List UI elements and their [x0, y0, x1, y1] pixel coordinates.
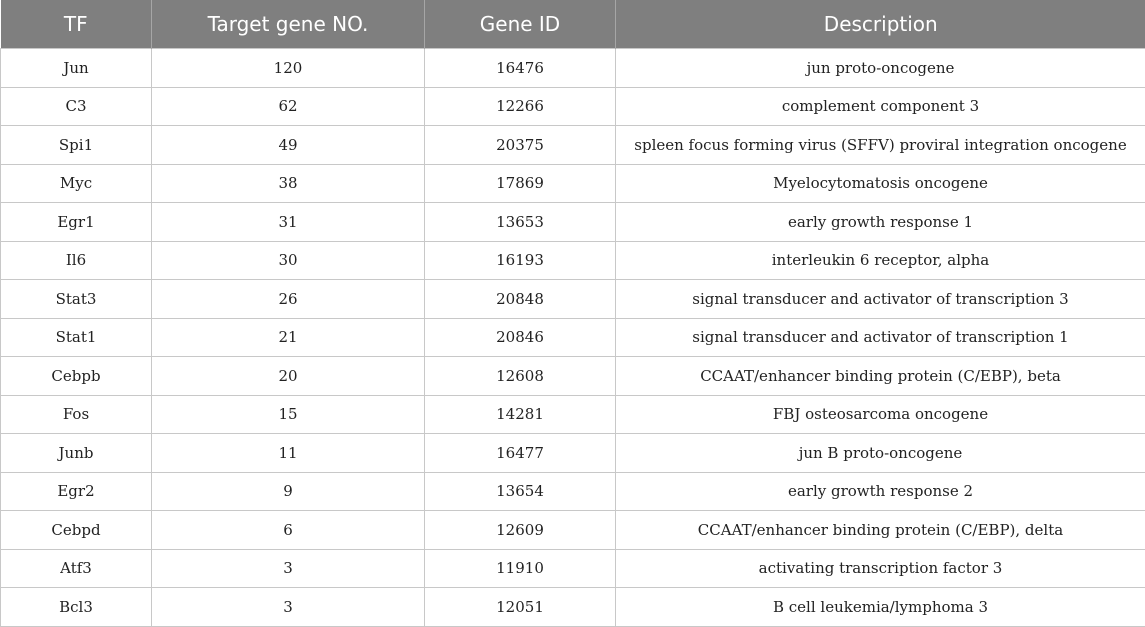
cell-description: early growth response 1	[616, 203, 1145, 242]
cell-target-gene-no: 62	[152, 87, 425, 126]
cell-target-gene-no: 20	[152, 357, 425, 396]
cell-gene-id: 12051	[425, 588, 616, 627]
cell-tf: Egr1	[1, 203, 152, 242]
cell-description: CCAAT/enhancer binding protein (C/EBP), …	[616, 511, 1145, 550]
cell-tf: Jun	[1, 49, 152, 88]
cell-gene-id: 13653	[425, 203, 616, 242]
cell-tf: Fos	[1, 395, 152, 434]
cell-description: Myelocytomatosis oncogene	[616, 164, 1145, 203]
cell-gene-id: 12266	[425, 87, 616, 126]
cell-tf: Stat3	[1, 280, 152, 319]
cell-target-gene-no: 11	[152, 434, 425, 473]
cell-description: FBJ osteosarcoma oncogene	[616, 395, 1145, 434]
cell-gene-id: 13654	[425, 472, 616, 511]
cell-target-gene-no: 120	[152, 49, 425, 88]
cell-gene-id: 20848	[425, 280, 616, 319]
cell-description: interleukin 6 receptor, alpha	[616, 241, 1145, 280]
cell-tf: C3	[1, 87, 152, 126]
cell-tf: Myc	[1, 164, 152, 203]
cell-gene-id: 14281	[425, 395, 616, 434]
cell-gene-id: 12609	[425, 511, 616, 550]
cell-tf: Bcl3	[1, 588, 152, 627]
cell-tf: Atf3	[1, 549, 152, 588]
cell-description: jun B proto-oncogene	[616, 434, 1145, 473]
cell-description: early growth response 2	[616, 472, 1145, 511]
cell-tf: Cebpd	[1, 511, 152, 550]
cell-description: signal transducer and activator of trans…	[616, 280, 1145, 319]
cell-description: B cell leukemia/lymphoma 3	[616, 588, 1145, 627]
cell-target-gene-no: 3	[152, 549, 425, 588]
column-header-target-gene-no: Target gene NO.	[152, 0, 425, 49]
cell-tf: Cebpb	[1, 357, 152, 396]
cell-gene-id: 12608	[425, 357, 616, 396]
column-header-gene-id: Gene ID	[425, 0, 616, 49]
cell-description: activating transcription factor 3	[616, 549, 1145, 588]
cell-target-gene-no: 38	[152, 164, 425, 203]
cell-tf: Stat1	[1, 318, 152, 357]
cell-gene-id: 16193	[425, 241, 616, 280]
cell-target-gene-no: 26	[152, 280, 425, 319]
cell-target-gene-no: 31	[152, 203, 425, 242]
cell-tf: Spi1	[1, 126, 152, 165]
cell-tf: Egr2	[1, 472, 152, 511]
cell-target-gene-no: 3	[152, 588, 425, 627]
column-header-description: Description	[616, 0, 1145, 49]
cell-description: complement component 3	[616, 87, 1145, 126]
cell-description: jun proto-oncogene	[616, 49, 1145, 88]
cell-target-gene-no: 21	[152, 318, 425, 357]
cell-description: CCAAT/enhancer binding protein (C/EBP), …	[616, 357, 1145, 396]
cell-target-gene-no: 30	[152, 241, 425, 280]
cell-target-gene-no: 9	[152, 472, 425, 511]
column-header-tf: TF	[1, 0, 152, 49]
cell-gene-id: 16477	[425, 434, 616, 473]
cell-gene-id: 17869	[425, 164, 616, 203]
cell-target-gene-no: 6	[152, 511, 425, 550]
cell-target-gene-no: 15	[152, 395, 425, 434]
cell-tf: Il6	[1, 241, 152, 280]
cell-tf: Junb	[1, 434, 152, 473]
cell-description: spleen focus forming virus (SFFV) provir…	[616, 126, 1145, 165]
cell-gene-id: 16476	[425, 49, 616, 88]
cell-gene-id: 20846	[425, 318, 616, 357]
cell-description: signal transducer and activator of trans…	[616, 318, 1145, 357]
table-header: TF Target gene NO. Gene ID Description	[1, 0, 1145, 49]
header-row: TF Target gene NO. Gene ID Description	[1, 0, 1145, 49]
cell-gene-id: 20375	[425, 126, 616, 165]
cell-target-gene-no: 49	[152, 126, 425, 165]
cell-gene-id: 11910	[425, 549, 616, 588]
